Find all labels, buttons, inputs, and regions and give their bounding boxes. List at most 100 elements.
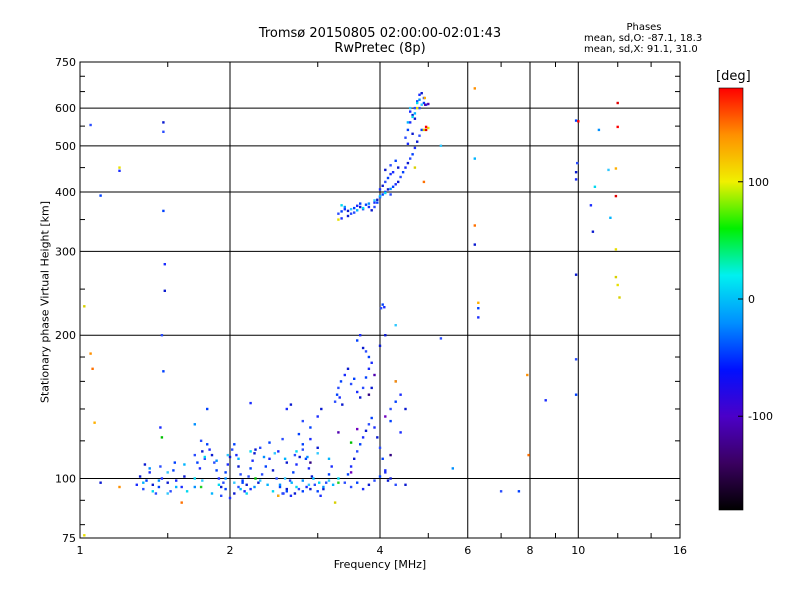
data-point [376,198,379,201]
data-point [213,461,216,464]
data-point [406,128,410,132]
data-point [118,166,121,169]
data-point [297,487,301,491]
data-point [418,106,421,110]
data-point [257,481,260,484]
data-point [201,479,204,482]
data-point [333,501,337,504]
data-point [346,214,350,218]
data-point [418,134,421,137]
data-point [376,436,379,439]
data-point [293,453,297,457]
data-point [394,400,397,403]
data-point [183,463,186,466]
data-point [245,483,248,486]
data-point [337,212,340,215]
data-point [361,206,365,210]
data-point [343,373,346,377]
data-point [591,230,595,233]
y-tick-label: 750 [55,56,76,69]
data-point [333,400,337,403]
chart-title-line1: Tromsø 20150805 02:00:00-02:01:43 [258,26,502,41]
data-point [343,481,346,484]
data-point [406,142,410,145]
colorbar-tick-label: -100 [748,410,773,423]
x-tick-label: 10 [571,544,585,557]
data-point [288,479,292,482]
data-point [353,457,356,460]
data-point [340,217,343,220]
data-point [193,477,196,480]
x-tick-label: 1 [77,544,84,557]
data-point [574,358,578,361]
data-point [422,101,426,105]
data-point [399,393,402,396]
data-point [273,452,276,455]
data-point [301,419,304,423]
data-point [185,490,189,493]
data-point [576,161,579,165]
data-point [163,289,166,292]
data-point [160,334,164,337]
data-point [378,475,382,478]
data-point [335,393,339,396]
data-point [391,185,395,188]
data-point [319,494,322,497]
x-tick-label: 6 [464,544,471,557]
data-point [233,481,236,484]
data-point [411,113,414,117]
data-point [83,305,86,308]
data-point [154,492,158,495]
data-point [409,121,412,124]
data-point [259,446,262,449]
data-point [142,481,145,484]
data-point [384,469,387,472]
data-point [386,188,390,191]
phases-o-mode-stats: mean, sd,O: -87.1, 18.3 [584,33,703,44]
data-point [330,465,333,468]
data-point [337,481,340,484]
x-tick-label: 2 [227,544,234,557]
y-tick-label: 300 [55,245,76,258]
data-point [359,443,362,446]
data-point [264,465,267,468]
data-point [224,471,227,474]
data-point [290,481,293,484]
data-point [413,166,417,169]
data-point [349,471,353,474]
data-point [381,303,384,306]
data-point [339,380,343,383]
data-point [411,132,414,135]
data-point [289,494,293,497]
data-point [196,461,199,464]
data-point [83,534,86,537]
data-point [316,446,319,449]
data-point [364,350,368,353]
data-point [233,443,236,446]
data-point [422,128,426,132]
data-point [384,168,387,172]
data-point [364,376,368,379]
data-point [473,87,476,90]
data-point [367,205,371,209]
data-point [91,367,94,370]
data-point [175,485,178,489]
data-point [349,208,353,211]
data-point [135,483,138,486]
data-point [381,193,384,196]
data-point [199,439,203,442]
data-point [394,183,397,186]
data-point [413,117,417,120]
data-point [616,283,619,287]
phases-title: Phases [626,22,662,33]
data-point [292,471,295,474]
data-point [301,443,304,446]
data-point [208,448,211,451]
data-point [367,423,371,426]
data-point [378,446,382,449]
data-point [349,382,353,386]
data-point [318,481,321,484]
data-point [404,483,407,486]
data-point [349,465,353,468]
